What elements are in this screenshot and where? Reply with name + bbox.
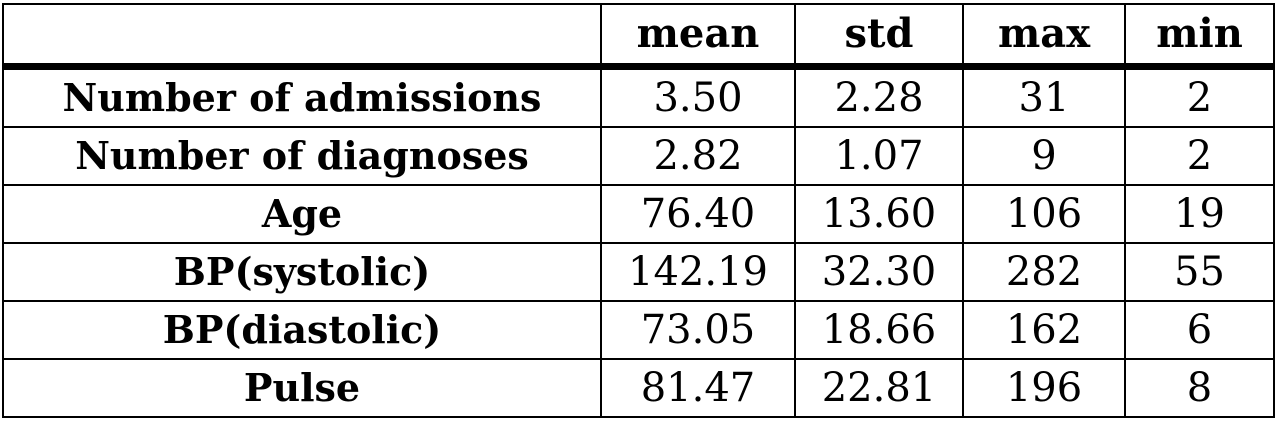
cell-max: 196 xyxy=(962,358,1126,418)
cell-std: 2.28 xyxy=(794,65,964,128)
cell-max: 282 xyxy=(962,242,1126,302)
table-row: Pulse 81.47 22.81 196 8 xyxy=(2,358,1275,418)
cell-std: 32.30 xyxy=(794,242,964,302)
header-min: min xyxy=(1124,3,1275,68)
row-label: Number of diagnoses xyxy=(2,126,602,186)
header-empty-cell xyxy=(2,3,602,68)
cell-std: 22.81 xyxy=(794,358,964,418)
table-header-row: mean std max min xyxy=(2,3,1275,68)
cell-mean: 81.47 xyxy=(600,358,796,418)
table-row: Number of admissions 3.50 2.28 31 2 xyxy=(2,65,1275,128)
cell-mean: 2.82 xyxy=(600,126,796,186)
table-row: BP(diastolic) 73.05 18.66 162 6 xyxy=(2,300,1275,360)
cell-mean: 73.05 xyxy=(600,300,796,360)
header-mean: mean xyxy=(600,3,796,68)
row-label: Age xyxy=(2,184,602,244)
cell-min: 55 xyxy=(1124,242,1275,302)
header-max: max xyxy=(962,3,1126,68)
cell-std: 18.66 xyxy=(794,300,964,360)
cell-min: 2 xyxy=(1124,65,1275,128)
table-row: Age 76.40 13.60 106 19 xyxy=(2,184,1275,244)
header-std: std xyxy=(794,3,964,68)
cell-mean: 142.19 xyxy=(600,242,796,302)
cell-max: 162 xyxy=(962,300,1126,360)
cell-min: 19 xyxy=(1124,184,1275,244)
cell-mean: 76.40 xyxy=(600,184,796,244)
cell-std: 13.60 xyxy=(794,184,964,244)
row-label: Pulse xyxy=(2,358,602,418)
table-row: Number of diagnoses 2.82 1.07 9 2 xyxy=(2,126,1275,186)
cell-max: 31 xyxy=(962,65,1126,128)
statistics-table: mean std max min Number of admissions 3.… xyxy=(2,3,1275,418)
cell-max: 106 xyxy=(962,184,1126,244)
cell-std: 1.07 xyxy=(794,126,964,186)
table-row: BP(systolic) 142.19 32.30 282 55 xyxy=(2,242,1275,302)
cell-min: 2 xyxy=(1124,126,1275,186)
cell-max: 9 xyxy=(962,126,1126,186)
row-label: BP(systolic) xyxy=(2,242,602,302)
row-label: BP(diastolic) xyxy=(2,300,602,360)
cell-min: 8 xyxy=(1124,358,1275,418)
cell-min: 6 xyxy=(1124,300,1275,360)
statistics-table-container: mean std max min Number of admissions 3.… xyxy=(2,3,1275,418)
row-label: Number of admissions xyxy=(2,65,602,128)
cell-mean: 3.50 xyxy=(600,65,796,128)
